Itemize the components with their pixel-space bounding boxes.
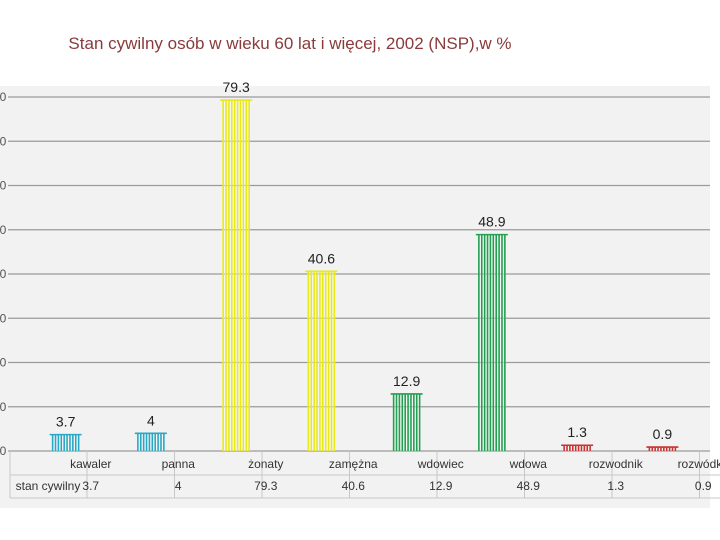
table-value: 12.9: [429, 479, 453, 493]
bar-fill: [563, 445, 592, 451]
category-label: wdowiec: [417, 457, 464, 471]
y-tick-label: 0: [0, 223, 7, 237]
bar: [305, 270, 338, 451]
y-tick-label: 0: [0, 267, 7, 281]
y-tick-label: 0: [0, 311, 7, 325]
category-label: rozwodnik: [589, 457, 644, 471]
bar: [390, 393, 423, 451]
bar-fill: [648, 447, 677, 451]
bar: [134, 432, 167, 451]
table-row-header: stan cywilny: [16, 479, 81, 493]
bar: [220, 99, 253, 451]
chart-title: Stan cywilny osób w wieku 60 lat i więce…: [68, 34, 512, 53]
plot-background: [0, 86, 710, 508]
bar: [561, 444, 594, 451]
y-tick-label: 0: [0, 400, 7, 414]
table-value: 0.9: [695, 479, 712, 493]
data-label: 0.9: [653, 426, 673, 442]
data-label: 40.6: [308, 250, 335, 266]
y-tick-label: 0: [0, 444, 7, 458]
y-tick-label: 0: [0, 90, 7, 104]
category-label: zamężna: [329, 457, 378, 471]
data-label: 1.3: [567, 424, 587, 440]
category-label: panna: [162, 457, 196, 471]
data-label: 4: [147, 412, 155, 428]
y-tick-label: 0: [0, 356, 7, 370]
category-label: żonaty: [248, 457, 283, 471]
category-label: rozwódka: [678, 457, 720, 471]
data-label: 12.9: [393, 373, 420, 389]
data-label: 79.3: [223, 79, 250, 95]
bar: [475, 233, 508, 451]
table-value: 1.3: [607, 479, 624, 493]
y-tick-label: 0: [0, 179, 7, 193]
category-label: kawaler: [70, 457, 111, 471]
y-tick-label: 0: [0, 134, 7, 148]
table-value: 79.3: [254, 479, 278, 493]
bar: [49, 433, 82, 451]
table-value: 4: [175, 479, 182, 493]
category-label: wdowa: [509, 457, 548, 471]
data-label: 3.7: [56, 414, 76, 430]
data-label: 48.9: [478, 214, 505, 230]
table-value: 3.7: [82, 479, 99, 493]
bar: [646, 446, 679, 451]
table-value: 40.6: [342, 479, 366, 493]
table-value: 48.9: [517, 479, 541, 493]
